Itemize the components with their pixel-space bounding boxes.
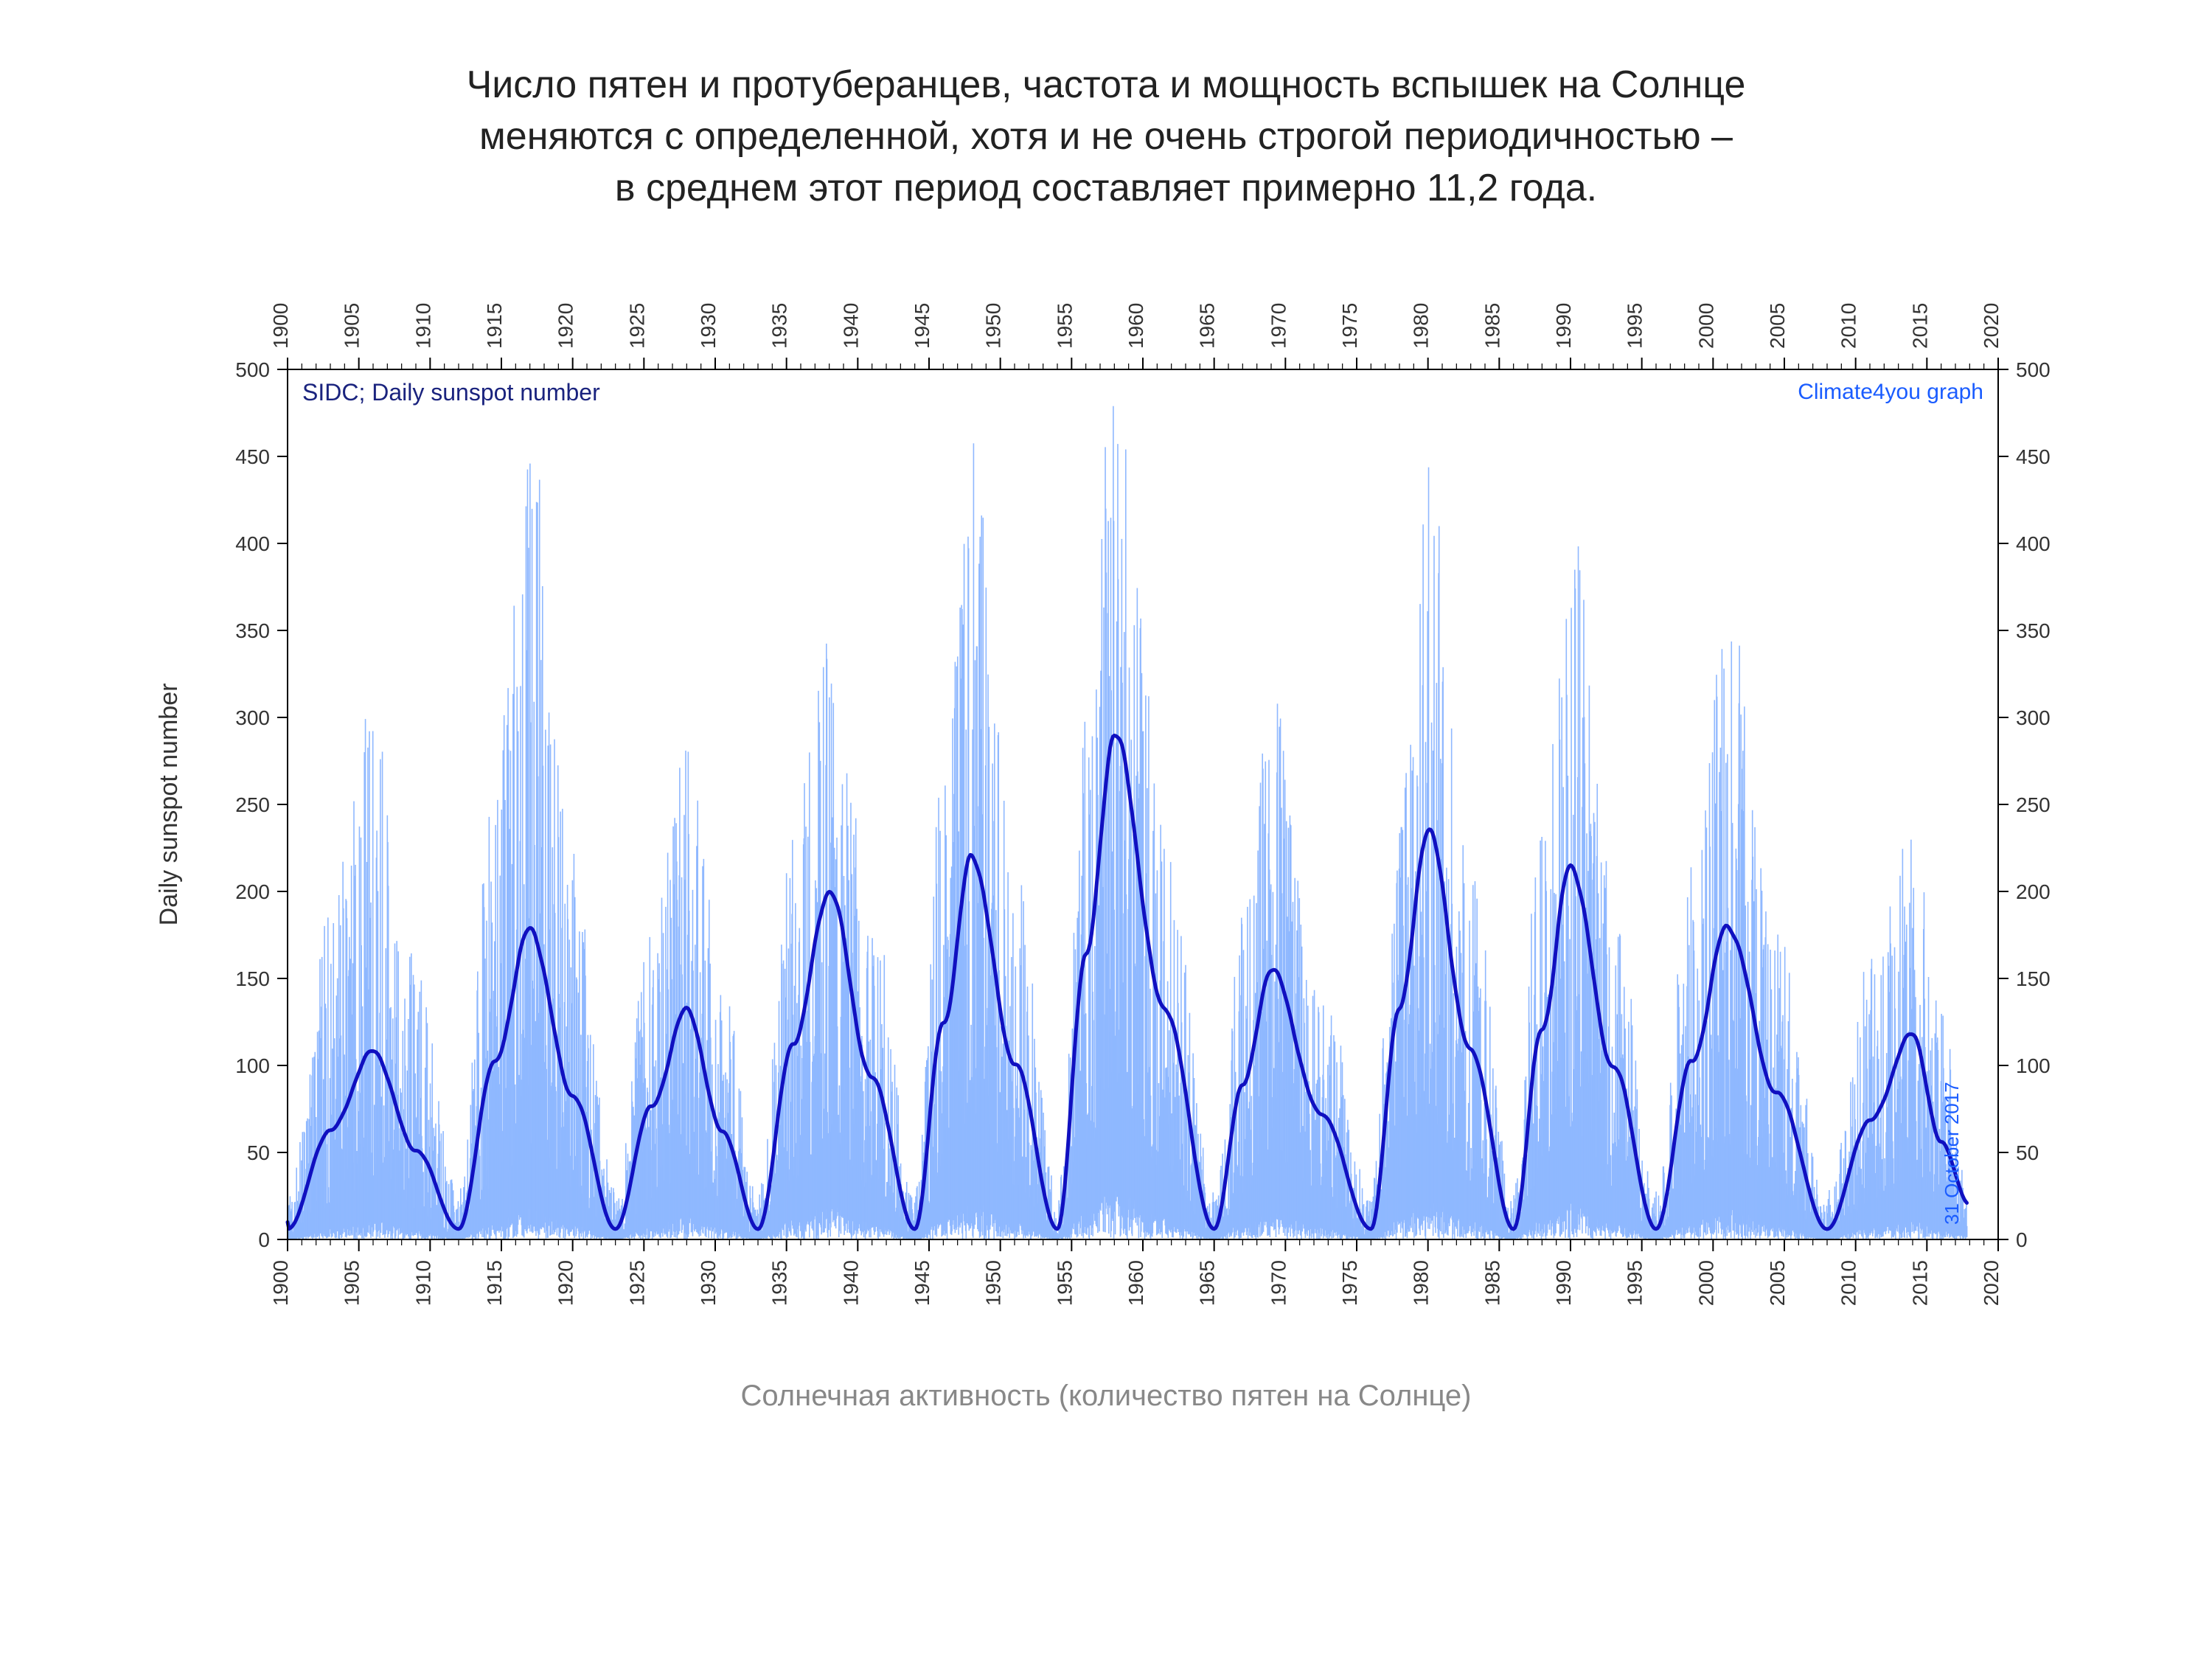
y-tick-label: 400 <box>235 532 270 555</box>
x-tick-label-bottom: 2015 <box>1908 1260 1931 1306</box>
x-tick-label-top: 1980 <box>1410 302 1433 348</box>
y-tick-label-right: 0 <box>2016 1228 2028 1251</box>
x-tick-label-top: 1915 <box>483 302 506 348</box>
x-tick-label-top: 2000 <box>1694 302 1717 348</box>
x-tick-label-top: 1990 <box>1552 302 1575 348</box>
sunspot-chart: 0 0 50 50 100 100 150 150 200 200 250 250 300 300 350 3… <box>111 244 2101 1350</box>
x-tick-label-bottom: 1960 <box>1124 1260 1147 1306</box>
x-tick-label-top: 2005 <box>1766 302 1789 348</box>
x-tick-label-top: 1905 <box>341 302 364 348</box>
y-tick-label: 50 <box>247 1141 270 1164</box>
x-tick-label-top: 1985 <box>1481 302 1503 348</box>
x-tick-label-top: 1925 <box>625 302 648 348</box>
y-axis-label: Daily sunspot number <box>155 683 183 925</box>
x-tick-label-bottom: 2020 <box>1980 1260 2003 1306</box>
x-tick-label-bottom: 1905 <box>341 1260 364 1306</box>
y-tick-label: 250 <box>235 793 270 816</box>
chart-date-label: 31 October 2017 <box>1941 1082 1963 1225</box>
x-tick-label-bottom: 1995 <box>1624 1260 1646 1306</box>
y-tick-label-right: 50 <box>2016 1141 2039 1164</box>
x-tick-label-bottom: 2010 <box>1837 1260 1860 1306</box>
x-tick-label-bottom: 1920 <box>554 1260 577 1306</box>
page-title: Число пятен и протуберанцев, частота и м… <box>74 59 2138 215</box>
x-tick-label-top: 1920 <box>554 302 577 348</box>
x-tick-label-bottom: 1965 <box>1196 1260 1219 1306</box>
x-tick-label-top: 1935 <box>768 302 791 348</box>
x-tick-label-top: 1940 <box>839 302 862 348</box>
y-tick-label-right: 150 <box>2016 967 2051 990</box>
x-tick-label-bottom: 1945 <box>911 1260 933 1306</box>
y-tick-label: 150 <box>235 967 270 990</box>
x-tick-label-bottom: 1950 <box>982 1260 1005 1306</box>
x-tick-label-top: 1945 <box>911 302 933 348</box>
chart-source-label: SIDC; Daily sunspot number <box>302 379 600 406</box>
y-tick-label: 300 <box>235 706 270 729</box>
y-tick-label-right: 350 <box>2016 619 2051 642</box>
x-tick-label-top: 1960 <box>1124 302 1147 348</box>
x-tick-label-bottom: 1940 <box>839 1260 862 1306</box>
x-tick-label-top: 1970 <box>1267 302 1290 348</box>
x-tick-label-bottom: 1925 <box>625 1260 648 1306</box>
y-tick-label-right: 500 <box>2016 358 2051 381</box>
x-tick-label-top: 1950 <box>982 302 1005 348</box>
y-tick-label-right: 100 <box>2016 1054 2051 1077</box>
y-tick-label-right: 300 <box>2016 706 2051 729</box>
x-tick-label-bottom: 1970 <box>1267 1260 1290 1306</box>
x-tick-label-top: 1910 <box>411 302 434 348</box>
x-tick-label-bottom: 1955 <box>1053 1260 1076 1306</box>
y-tick-label-right: 400 <box>2016 532 2051 555</box>
x-tick-label-top: 1900 <box>269 302 292 348</box>
x-tick-label-bottom: 2005 <box>1766 1260 1789 1306</box>
x-tick-label-top: 2010 <box>1837 302 1860 348</box>
title-line-2: меняются с определенной, хотя и не очень… <box>74 111 2138 162</box>
x-tick-label-top: 1930 <box>697 302 720 348</box>
y-tick-label: 350 <box>235 619 270 642</box>
y-tick-label-right: 450 <box>2016 445 2051 468</box>
y-tick-label: 100 <box>235 1054 270 1077</box>
x-tick-label-bottom: 1975 <box>1338 1260 1361 1306</box>
y-tick-label: 450 <box>235 445 270 468</box>
x-tick-label-top: 1995 <box>1624 302 1646 348</box>
title-line-1: Число пятен и протуберанцев, частота и м… <box>74 59 2138 111</box>
x-tick-label-top: 1955 <box>1053 302 1076 348</box>
x-tick-label-top: 1975 <box>1338 302 1361 348</box>
y-tick-label: 0 <box>258 1228 270 1251</box>
chart-credit-label: Climate4you graph <box>1798 380 1983 404</box>
x-tick-label-top: 2020 <box>1980 302 2003 348</box>
x-tick-label-top: 1965 <box>1196 302 1219 348</box>
y-tick-label: 500 <box>235 358 270 381</box>
x-tick-label-bottom: 2000 <box>1694 1260 1717 1306</box>
x-tick-label-bottom: 1915 <box>483 1260 506 1306</box>
x-tick-label-bottom: 1900 <box>269 1260 292 1306</box>
x-tick-label-bottom: 1930 <box>697 1260 720 1306</box>
y-tick-label: 200 <box>235 880 270 903</box>
y-tick-label-right: 250 <box>2016 793 2051 816</box>
y-tick-label-right: 200 <box>2016 880 2051 903</box>
x-tick-label-top: 2015 <box>1908 302 1931 348</box>
title-line-3: в среднем этот период составляет примерн… <box>74 162 2138 214</box>
x-tick-label-bottom: 1910 <box>411 1260 434 1306</box>
x-tick-label-bottom: 1980 <box>1410 1260 1433 1306</box>
x-tick-label-bottom: 1985 <box>1481 1260 1503 1306</box>
x-tick-label-bottom: 1990 <box>1552 1260 1575 1306</box>
x-tick-label-bottom: 1935 <box>768 1260 791 1306</box>
